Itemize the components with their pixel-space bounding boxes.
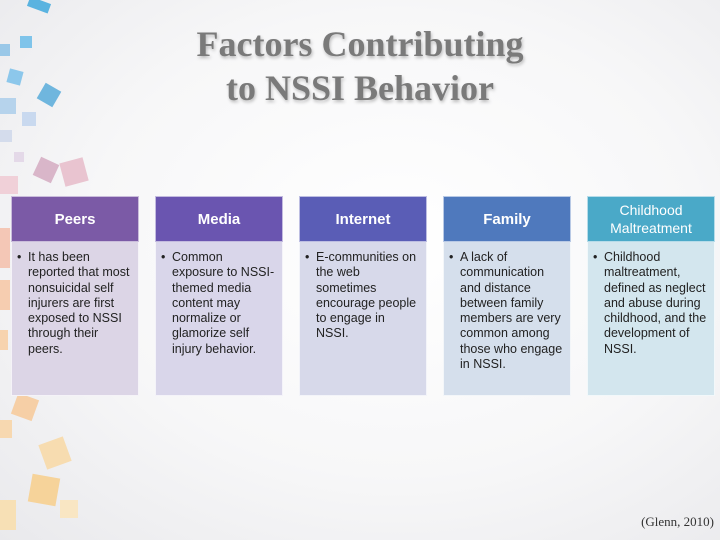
column-text: E-communities on the web sometimes encou…	[316, 250, 417, 341]
column-heading: Media	[155, 196, 283, 242]
column-text: A lack of communication and distance bet…	[460, 250, 563, 372]
title-line-2: to NSSI Behavior	[225, 68, 495, 108]
column-text: Common exposure to NSSI-themed media con…	[172, 250, 275, 356]
bullet: •	[593, 250, 598, 264]
column-text: It has been reported that most nonsuicid…	[28, 250, 130, 356]
column-peers: Peers • It has been reported that most n…	[11, 196, 139, 396]
column-body: • It has been reported that most nonsuic…	[11, 242, 139, 396]
column-internet: Internet • E-communities on the web some…	[299, 196, 427, 396]
column-body: • Common exposure to NSSI-themed media c…	[155, 242, 283, 396]
column-body: • Childhood maltreatment, defined as neg…	[587, 242, 715, 396]
slide-title: Factors Contributing to NSSI Behavior	[140, 22, 580, 110]
column-heading: Peers	[11, 196, 139, 242]
column-family: Family • A lack of communication and dis…	[443, 196, 571, 396]
bullet: •	[161, 250, 166, 264]
column-media: Media • Common exposure to NSSI-themed m…	[155, 196, 283, 396]
bullet: •	[305, 250, 310, 264]
title-line-1: Factors Contributing	[196, 24, 524, 64]
bullet: •	[449, 250, 454, 264]
column-body: • A lack of communication and distance b…	[443, 242, 571, 396]
column-text: Childhood maltreatment, defined as negle…	[604, 250, 707, 356]
column-heading: Childhood Maltreatment	[587, 196, 715, 242]
column-heading: Internet	[299, 196, 427, 242]
decorative-squares	[0, 0, 89, 530]
column-body: • E-communities on the web sometimes enc…	[299, 242, 427, 396]
bullet: •	[17, 250, 22, 264]
column-childhood-maltreatment: Childhood Maltreatment • Childhood maltr…	[587, 196, 715, 396]
citation: (Glenn, 2010)	[641, 514, 714, 529]
column-heading: Family	[443, 196, 571, 242]
